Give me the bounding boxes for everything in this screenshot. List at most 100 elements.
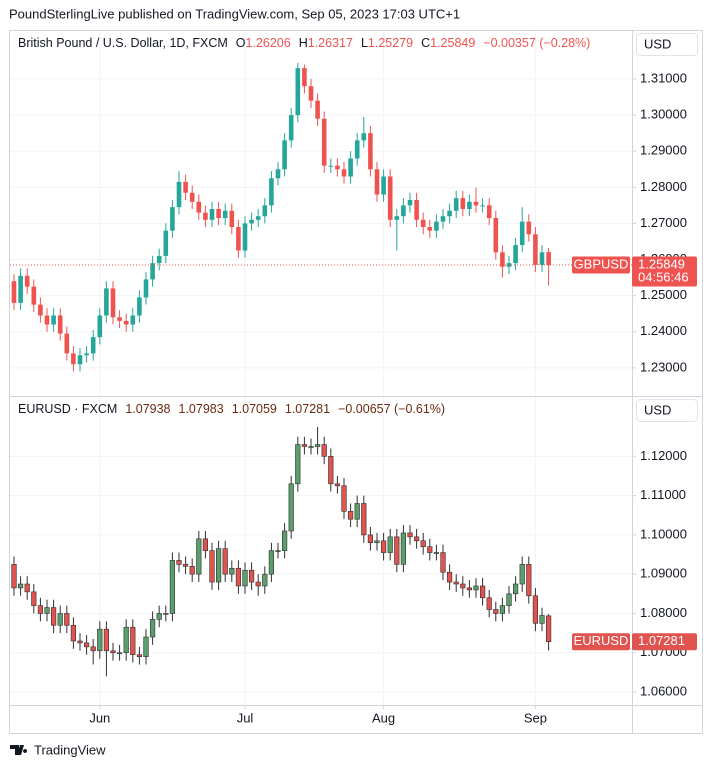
x-tick-label: Jul [237, 710, 254, 725]
candle-body [500, 252, 505, 267]
x-tick-label: Jun [89, 710, 110, 725]
candle-body [335, 165, 340, 170]
candle-body [169, 560, 176, 614]
currency-label: USD [644, 402, 671, 417]
candle-body [242, 569, 248, 587]
candle-body [466, 587, 473, 591]
pane: 1.12000 1.11000 1.10000 1.09000 1.08000 1.070… [10, 397, 698, 725]
candle-body [380, 540, 387, 553]
candle-body [348, 158, 353, 177]
candle-body [361, 503, 367, 536]
candle-body [539, 252, 545, 265]
candle-body [341, 485, 347, 512]
candle-body [407, 532, 413, 538]
candle-body [150, 263, 155, 280]
candle-body [440, 216, 446, 222]
candle-body [84, 353, 89, 356]
candle-body [156, 613, 162, 620]
legend-item: 1.07281 [285, 402, 330, 416]
legend-item: 1.07059 [232, 402, 277, 416]
candle-body [209, 550, 215, 583]
legend-item: 1.26317 [308, 36, 353, 50]
legend-item: 1.26206 [246, 36, 291, 50]
legend-item: −0.00657 (−0.61%) [338, 402, 445, 416]
candle-body [196, 538, 202, 575]
legend-item: −0.00357 (−0.28%) [483, 36, 590, 50]
candle-body [11, 564, 17, 589]
y-tick-label: 1.29000 [640, 143, 687, 158]
legend-item: 1.25279 [368, 36, 413, 50]
candle-body [479, 585, 486, 599]
candle-body [136, 654, 143, 657]
y-tick-label: 1.30000 [640, 107, 687, 122]
y-tick-label: 1.31000 [640, 70, 687, 85]
candle-body [110, 650, 116, 654]
candle-body [414, 199, 419, 220]
legend-item: EURUSD · FXCM [18, 402, 117, 416]
price-label: 1.25849 [638, 256, 685, 271]
candle-body [427, 227, 433, 231]
candle-body [255, 581, 261, 587]
logo-text: TradingView [34, 742, 106, 757]
candle-body [513, 245, 518, 264]
candle-body [354, 503, 360, 520]
candle-body [64, 613, 70, 626]
candle-body [123, 626, 129, 654]
y-tick-label: 1.23000 [640, 359, 687, 374]
candle-body [130, 315, 136, 325]
candle-body [519, 564, 525, 585]
candle-body [400, 532, 407, 565]
candle-body [295, 444, 301, 485]
currency-button[interactable] [636, 399, 698, 422]
candle-body [467, 201, 472, 209]
candle-body [71, 353, 76, 365]
candle-body [202, 538, 209, 551]
candle-body [460, 198, 466, 209]
candle-body [183, 564, 189, 567]
candle-body [314, 444, 321, 447]
y-tick-label: 1.28000 [640, 179, 687, 194]
candle-body [374, 540, 380, 544]
candle-body [110, 288, 116, 318]
symbol-label: EURUSD [574, 633, 629, 648]
candle-body [473, 585, 479, 591]
candle-body [381, 176, 386, 195]
logo-icon [10, 745, 28, 755]
y-tick-label: 1.09000 [640, 566, 687, 581]
candle-body [354, 140, 360, 159]
candle-body [170, 207, 175, 231]
candle-body [361, 133, 367, 141]
candle-body [533, 234, 538, 265]
candle-body [203, 212, 208, 220]
tradingview-logo: TradingView [10, 742, 106, 757]
symbol-label-box [572, 633, 630, 651]
candle-body [347, 511, 354, 520]
candle-body [90, 337, 96, 354]
candle-body [546, 252, 551, 265]
candle-body [407, 199, 413, 206]
candle-body [308, 446, 314, 448]
candle-body [499, 605, 506, 614]
candle-body [236, 227, 241, 251]
candle-body [328, 456, 334, 485]
candle-body [17, 583, 24, 589]
candle-body [321, 118, 327, 166]
publish-header: PoundSterlingLive published on TradingVi… [9, 6, 460, 21]
y-tick-label: 1.06000 [640, 683, 687, 698]
currency-button[interactable] [636, 33, 698, 56]
candle-body [24, 275, 30, 287]
candle-body [519, 221, 525, 246]
candle-body [401, 205, 406, 217]
candle-body [70, 624, 76, 642]
y-tick-label: 1.08000 [640, 605, 687, 620]
candle-body [434, 221, 439, 231]
y-tick-label: 1.12000 [640, 448, 687, 463]
legend: British Pound / U.S. Dollar, 1D, FXCM O1.… [18, 36, 590, 50]
candle-body [176, 560, 182, 565]
candle-body [506, 593, 512, 606]
candle-body [545, 615, 552, 643]
candle-body [50, 607, 57, 626]
currency-label: USD [644, 36, 671, 51]
candle-body [394, 216, 400, 220]
candle-body [526, 564, 532, 597]
